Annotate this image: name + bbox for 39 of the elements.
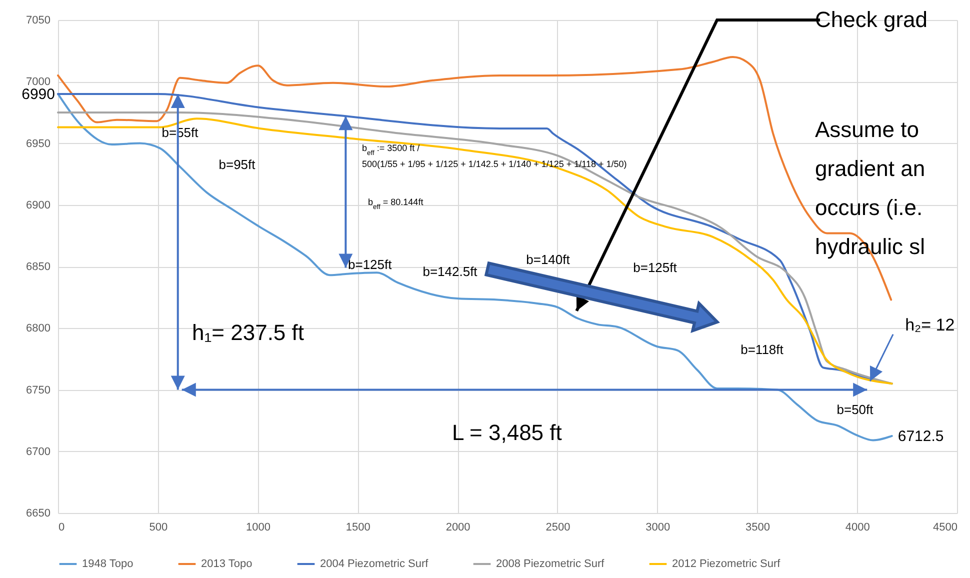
y-tick-label: 6750	[26, 384, 50, 396]
annotation: b=118ft	[740, 342, 784, 357]
legend-label: 2012 Piezometric Surf	[672, 558, 782, 570]
annotation: L = 3,485 ft	[452, 420, 562, 445]
x-tick-label: 0	[58, 522, 65, 534]
legend-label: 1948 Topo	[82, 558, 134, 570]
legend-label: 2013 Topo	[201, 558, 252, 570]
x-tick-label: 3500	[745, 522, 770, 534]
annotation: Check grad	[815, 7, 928, 32]
x-tick-label: 1500	[346, 522, 370, 534]
y-tick-label: 7050	[26, 14, 50, 26]
x-tick-label: 2000	[446, 522, 470, 534]
y-tick-label: 6650	[26, 508, 50, 520]
y-tick-label: 7000	[26, 76, 50, 88]
x-tick-label: 3000	[646, 522, 670, 534]
annotation: b=142.5ft	[422, 264, 478, 279]
annotation: b=140ft	[526, 252, 570, 267]
y-tick-label: 6950	[26, 138, 50, 150]
y-tick-label: 6800	[26, 322, 50, 335]
annotation: b=125ft	[633, 260, 678, 275]
annotation: h₁= 237.5 ft	[192, 320, 304, 345]
x-tick-label: 500	[149, 522, 168, 534]
legend-label: 2004 Piezometric Surf	[320, 558, 430, 570]
x-tick-label: 4000	[845, 522, 870, 534]
annotation: 6990	[22, 86, 55, 103]
annotation: 6712.5	[898, 428, 944, 445]
x-tick-label: 4500	[933, 522, 958, 534]
annotation: b$_{eff}$ = 80.144ft	[368, 197, 424, 210]
annotation: b=125ft	[348, 256, 392, 272]
annotation: h₂= 12	[905, 315, 955, 334]
x-tick-label: 2500	[546, 522, 570, 534]
y-tick-label: 6850	[26, 261, 50, 273]
legend-label: 2008 Piezometric Surf	[496, 558, 606, 570]
annotation: b=95ft	[218, 157, 256, 172]
x-tick-label: 1000	[246, 522, 271, 534]
annotation: b=50ft	[836, 402, 874, 417]
y-tick-label: 6700	[26, 446, 50, 458]
y-tick-label: 6900	[26, 199, 50, 212]
annotation: b$_{eff}$ := 3500 ft /	[362, 143, 420, 156]
